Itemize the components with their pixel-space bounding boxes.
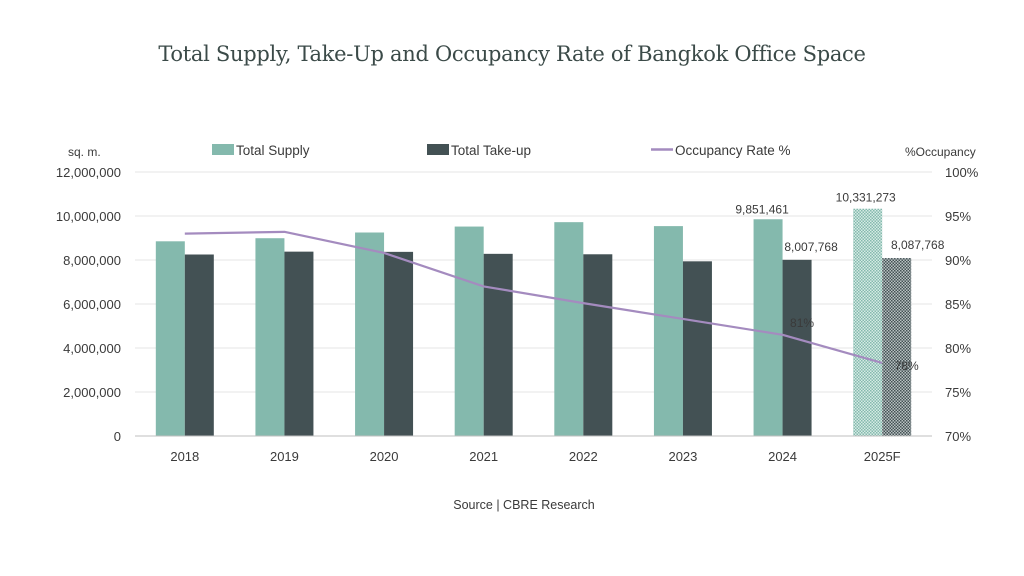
bar-total-take-up-2021 — [483, 253, 513, 436]
bar-total-take-up-2018 — [184, 254, 214, 436]
bar-total-take-up-2025f — [882, 258, 912, 436]
legend: Total Supply Total Take-up Occupancy Rat… — [212, 143, 791, 158]
left-axis-tick-label: 0 — [114, 429, 121, 444]
bar-total-take-up-2020 — [384, 251, 414, 436]
data-label-occupancy-2025f: 78% — [895, 359, 919, 373]
labels-layer: 9,851,461 8,007,768 10,331,273 8,087,768 81%… — [735, 191, 944, 373]
legend-label-total-take-up: Total Take-up — [451, 143, 531, 158]
left-axis-tick-label: 10,000,000 — [56, 209, 121, 224]
data-label-supply-2025f: 10,331,273 — [836, 191, 896, 205]
data-label-takeup-2024: 8,007,768 — [784, 240, 838, 254]
data-label-supply-2024: 9,851,461 — [735, 202, 789, 216]
left-axis-tick-label: 4,000,000 — [63, 341, 121, 356]
left-axis-tick-label: 8,000,000 — [63, 253, 121, 268]
x-axis-tick-label: 2024 — [768, 449, 797, 464]
bar-total-supply-2019 — [255, 238, 285, 436]
bar-total-supply-2022 — [554, 222, 584, 436]
x-axis-tick-label: 2023 — [668, 449, 697, 464]
left-axis-tick-label: 2,000,000 — [63, 385, 121, 400]
x-axis-tick-label: 2021 — [469, 449, 498, 464]
right-axis-unit: %Occupancy — [905, 145, 976, 159]
x-axis-tick-label: 2019 — [270, 449, 299, 464]
line-layer — [184, 230, 883, 365]
left-axis-unit: sq. m. — [68, 145, 101, 159]
bar-total-take-up-2019 — [284, 251, 314, 436]
legend-label-occupancy-rate: Occupancy Rate % — [675, 143, 791, 158]
bar-total-supply-2024 — [753, 219, 783, 436]
legend-swatch-total-supply — [212, 144, 234, 155]
right-axis-tick-label: 80% — [945, 341, 971, 356]
x-axis-tick-label: 2022 — [569, 449, 598, 464]
bar-total-take-up-2022 — [583, 254, 613, 436]
legend-label-total-supply: Total Supply — [236, 143, 310, 158]
legend-swatch-total-take-up — [427, 144, 449, 155]
bar-total-supply-2023 — [653, 226, 683, 436]
axis-layer: 0 70% 2,000,000 75% 4,000,000 80% 6,000,000 85%… — [56, 165, 979, 464]
bar-total-take-up-2023 — [682, 261, 712, 436]
x-axis-tick-label: 2025F — [864, 449, 901, 464]
right-axis-tick-label: 100% — [945, 165, 979, 180]
bars-layer — [155, 208, 912, 436]
source-note: Source | CBRE Research — [453, 498, 595, 512]
left-axis-tick-label: 6,000,000 — [63, 297, 121, 312]
chart-title: Total Supply, Take-Up and Occupancy Rate… — [158, 42, 866, 66]
line-occupancy-rate — [184, 230, 883, 365]
grid-layer — [135, 171, 932, 393]
bar-total-supply-2025f — [853, 208, 883, 436]
left-axis-tick-label: 12,000,000 — [56, 165, 121, 180]
right-axis-tick-label: 95% — [945, 209, 971, 224]
data-label-takeup-2025f: 8,087,768 — [891, 238, 945, 252]
bar-total-supply-2021 — [454, 226, 484, 436]
right-axis-tick-label: 85% — [945, 297, 971, 312]
right-axis-tick-label: 90% — [945, 253, 971, 268]
data-label-occupancy-2024: 81% — [790, 316, 814, 330]
bar-total-supply-2020 — [355, 232, 385, 436]
right-axis-tick-label: 70% — [945, 429, 971, 444]
x-axis-tick-label: 2020 — [370, 449, 399, 464]
x-axis-tick-label: 2018 — [170, 449, 199, 464]
bar-total-supply-2018 — [155, 241, 185, 436]
bar-total-take-up-2024 — [782, 259, 812, 436]
right-axis-tick-label: 75% — [945, 385, 971, 400]
